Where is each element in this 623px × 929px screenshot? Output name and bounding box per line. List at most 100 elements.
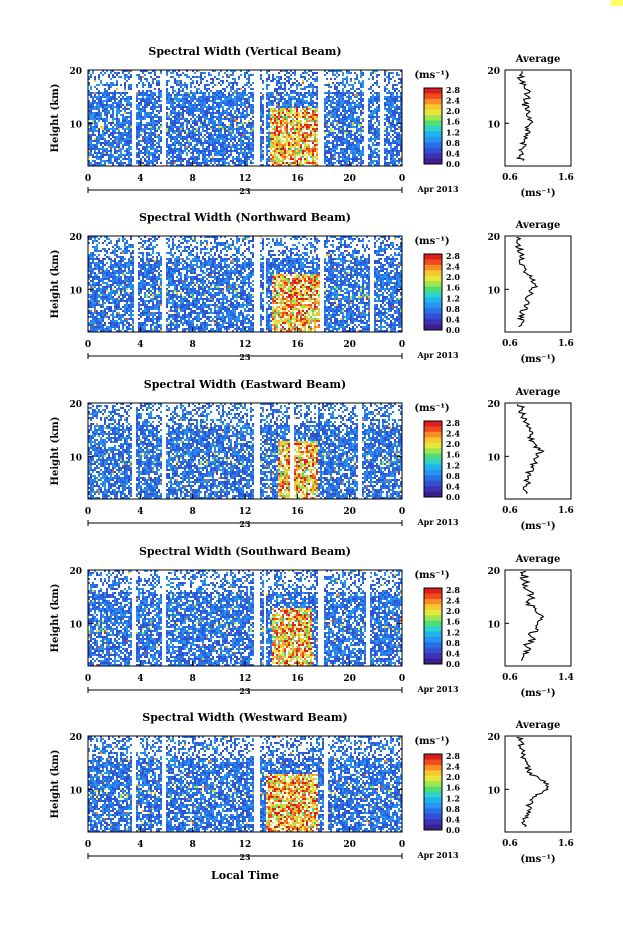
x-tick-label: 0 xyxy=(85,340,91,350)
colorbar-segment xyxy=(424,431,442,438)
x-tick-label: 12 xyxy=(239,840,252,850)
average-y-tick-label: 10 xyxy=(487,120,500,130)
average-x-tick-label: 1.4 xyxy=(558,673,574,683)
y-axis-label: Height (km) xyxy=(50,84,61,153)
average-title: Average xyxy=(515,554,561,565)
colorbar-segment xyxy=(424,421,442,427)
colorbar-segment xyxy=(424,620,442,627)
average-unit-label: (ms⁻¹) xyxy=(520,854,555,865)
average-frame xyxy=(504,735,572,833)
average-y-tick-label: 20 xyxy=(487,567,500,577)
colorbar-segment xyxy=(424,126,442,132)
colorbar-segment xyxy=(424,609,442,616)
panel-2: Spectral Width (Eastward Beam) Height (km… xyxy=(50,378,574,532)
colorbar-tick-label: 2.4 xyxy=(446,762,460,772)
colorbar-segment xyxy=(424,636,442,643)
y-tick-label: 20 xyxy=(69,233,82,243)
x-tick-label: 16 xyxy=(291,174,304,184)
colorbar-frame xyxy=(423,587,443,665)
x-tick-label: 8 xyxy=(190,174,196,184)
colorbar-tick-label: 1.6 xyxy=(446,617,460,627)
date-month-year-label: Apr 2013 xyxy=(416,684,459,694)
date-day-label: 23 xyxy=(239,519,251,529)
colorbar-unit-label: (ms⁻¹) xyxy=(414,236,449,247)
colorbar-segment xyxy=(424,464,442,471)
corner-mark xyxy=(611,0,623,6)
heatmap-cells xyxy=(88,570,402,666)
colorbar-tick-label: 2.0 xyxy=(446,106,460,116)
x-tick-label: 16 xyxy=(291,340,304,350)
colorbar-unit-label: (ms⁻¹) xyxy=(414,403,449,414)
colorbar-tick-label: 2.4 xyxy=(446,262,460,272)
x-axis-label: Local Time xyxy=(211,869,279,882)
panel-0: Spectral Width (Vertical Beam) Height (km… xyxy=(50,45,574,199)
average-y-tick-label: 20 xyxy=(487,733,500,743)
colorbar-segment xyxy=(424,469,442,476)
colorbar-segment xyxy=(424,153,442,159)
colorbar-segment xyxy=(424,147,442,154)
colorbar-segment xyxy=(424,770,442,777)
x-tick-label: 4 xyxy=(137,840,143,850)
colorbar-tick-label: 0.8 xyxy=(446,304,460,314)
colorbar-tick-label: 2.0 xyxy=(446,772,460,782)
average-x-tick-label: 0.6 xyxy=(502,173,518,183)
average-title: Average xyxy=(515,720,561,731)
colorbar-tick-label: 0.8 xyxy=(446,638,460,648)
colorbar-tick-label: 1.6 xyxy=(446,450,460,460)
x-tick-label: 8 xyxy=(190,840,196,850)
y-tick-label: 10 xyxy=(69,620,82,630)
y-tick-label: 20 xyxy=(69,67,82,77)
colorbar-tick-label: 0.8 xyxy=(446,804,460,814)
colorbar-segment xyxy=(424,292,442,298)
x-tick-label: 20 xyxy=(343,840,356,850)
y-tick-label: 10 xyxy=(69,453,82,463)
colorbar-unit-label: (ms⁻¹) xyxy=(414,70,449,81)
colorbar-tick-label: 2.8 xyxy=(446,751,460,761)
y-axis-label: Height (km) xyxy=(50,417,61,486)
y-tick-label: 10 xyxy=(69,286,82,296)
colorbar-tick-label: 2.0 xyxy=(446,272,460,282)
colorbar-segment xyxy=(424,615,442,621)
colorbar-segment xyxy=(424,491,442,498)
colorbar-segment xyxy=(424,598,442,605)
average-profile-line xyxy=(514,236,539,328)
average-frame xyxy=(504,235,572,333)
colorbar-tick-label: 0.0 xyxy=(446,492,460,502)
x-tick-label: 0 xyxy=(399,174,405,184)
colorbar-segment xyxy=(424,631,442,638)
x-tick-label: 0 xyxy=(85,507,91,517)
colorbar-segment xyxy=(424,448,442,454)
colorbar-tick-label: 1.2 xyxy=(446,293,460,303)
x-tick-label: 0 xyxy=(85,174,91,184)
y-tick-label: 10 xyxy=(69,786,82,796)
colorbar-unit-label: (ms⁻¹) xyxy=(414,736,449,747)
y-tick-label: 20 xyxy=(69,400,82,410)
colorbar-tick-label: 1.6 xyxy=(446,783,460,793)
colorbar-segment xyxy=(424,786,442,793)
colorbar-segment xyxy=(424,104,442,111)
colorbar-segment xyxy=(424,120,442,127)
colorbar-segment xyxy=(424,797,442,804)
colorbar-segment xyxy=(424,254,442,260)
average-x-tick-label: 0.6 xyxy=(502,839,518,849)
average-profile-line xyxy=(519,570,545,662)
colorbar-tick-label: 1.6 xyxy=(446,283,460,293)
colorbar-segment xyxy=(424,802,442,809)
colorbar-frame xyxy=(423,253,443,331)
colorbar-tick-label: 0.4 xyxy=(446,814,460,824)
x-tick-label: 0 xyxy=(399,340,405,350)
average-x-tick-label: 1.6 xyxy=(558,839,574,849)
average-frame xyxy=(504,569,572,667)
average-y-tick-label: 10 xyxy=(487,453,500,463)
y-tick-label: 20 xyxy=(69,733,82,743)
colorbar-tick-label: 0.8 xyxy=(446,138,460,148)
colorbar-segment xyxy=(424,775,442,782)
panel-1: Spectral Width (Northward Beam) Height (k… xyxy=(50,211,574,365)
x-tick-label: 4 xyxy=(137,340,143,350)
colorbar-tick-label: 2.4 xyxy=(446,96,460,106)
colorbar-segment xyxy=(424,88,442,94)
x-tick-label: 8 xyxy=(190,507,196,517)
average-y-tick-label: 10 xyxy=(487,286,500,296)
colorbar-segment xyxy=(424,281,442,287)
